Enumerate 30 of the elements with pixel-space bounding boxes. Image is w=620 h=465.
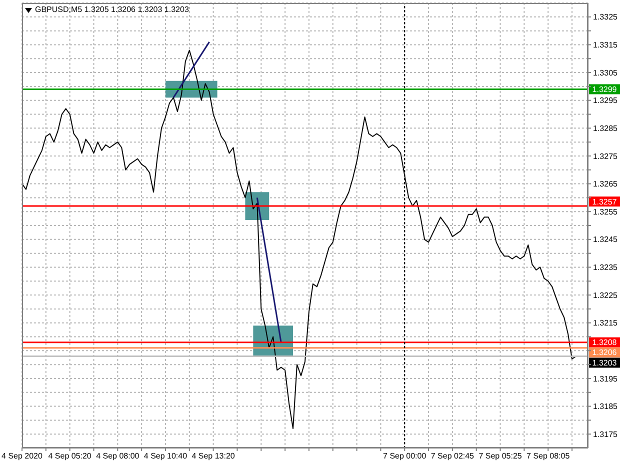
- y-tick-label: 1.3295: [593, 96, 618, 106]
- x-tick-label: 4 Sep 13:20: [192, 452, 236, 461]
- x-tick-label: 4 Sep 05:20: [48, 452, 92, 461]
- y-tick-label: 1.3305: [593, 68, 618, 78]
- y-tick-label: 1.3225: [593, 290, 618, 300]
- x-tick-label: 7 Sep 08:05: [526, 452, 570, 461]
- ref-line-label: 1.3257: [592, 197, 618, 206]
- y-tick-label: 1.3215: [593, 318, 618, 328]
- y-tick-label: 1.3255: [593, 207, 618, 216]
- x-tick-label: 4 Sep 2020: [2, 452, 44, 461]
- y-tick-label: 1.3185: [593, 402, 618, 412]
- y-tick-label: 1.3195: [593, 374, 618, 384]
- y-tick-label: 1.3315: [593, 40, 618, 50]
- x-tick-label: 7 Sep 02:45: [430, 452, 475, 461]
- x-tick-label: 7 Sep 00:00: [383, 452, 427, 461]
- y-tick-label: 1.3265: [593, 180, 618, 189]
- y-tick-label: 1.3275: [593, 152, 618, 161]
- chart-title: GBPUSD,M5 1.3205 1.3206 1.3203 1.3203: [35, 5, 189, 15]
- ref-line-label: 1.3208: [592, 338, 618, 348]
- ref-line-label: 1.3206: [592, 348, 618, 358]
- x-tick-label: 4 Sep 08:00: [96, 452, 140, 461]
- ref-line-label: 1.3299: [592, 85, 618, 94]
- x-tick-label: 4 Sep 10:40: [144, 452, 188, 461]
- y-tick-label: 1.3235: [593, 263, 618, 272]
- ref-line-label: 1.3203: [592, 358, 618, 368]
- y-tick-label: 1.3325: [593, 12, 618, 22]
- y-tick-label: 1.3245: [593, 235, 618, 244]
- y-tick-label: 1.3285: [593, 124, 618, 133]
- x-tick-label: 7 Sep 05:25: [478, 452, 522, 461]
- y-tick-label: 1.3175: [593, 430, 618, 439]
